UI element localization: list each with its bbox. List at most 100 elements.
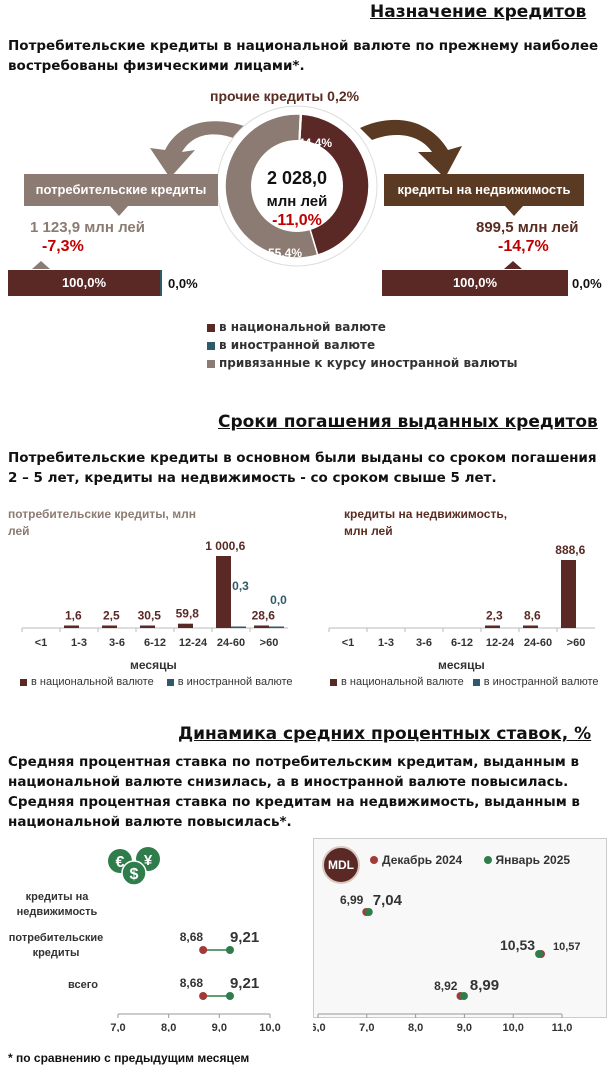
other-credits-label: прочие кредиты 0,2% [210,88,360,104]
mdl-badge: MDL [322,846,360,884]
x-tick-label: <1 [342,637,355,649]
realestate-box-pointer [505,206,523,216]
section3-lead: Средняя процентная ставка по потребитель… [8,754,580,830]
rate-label-dec2024: 8,68 [180,976,204,990]
bar-national [178,623,193,628]
realestate-bar-national: 100,0% [382,270,568,296]
x-tick-label: 12-24 [486,637,515,649]
consumer-bar-national: 100,0% [8,270,160,296]
bar-national [102,625,117,628]
x-tick-label: 6-12 [144,637,166,649]
bar-national-label: 1,6 [65,609,82,623]
legend-item-pegged: привязанные к курсу иностранной валюты [207,354,517,372]
maturity-right-xlabel: месяцы [438,658,485,672]
bar-national-label: 59,8 [176,607,200,621]
donut-hole [251,140,343,232]
consumer-bar-foreign [160,270,162,296]
x-tick-label: >60 [567,637,586,649]
rate-label-dec2024: 8,92 [434,979,458,993]
x-tick-label: 7,0 [110,1022,125,1032]
maturity-chart-left-title: потребительские кредиты, млн лей [8,507,196,538]
x-tick-label: 6,0 [313,1022,326,1032]
rate-label-dec2024: 6,99 [340,893,364,907]
legend-dec-icon [370,856,378,864]
bar-foreign-label: 0,3 [232,579,249,593]
x-tick-label: 12-24 [179,637,208,649]
bar-national [140,625,155,628]
x-tick-label: 9,0 [457,1022,472,1032]
consumer-bar-pointer [32,261,50,269]
rate-dot-jan2025 [225,992,234,1000]
realestate-credits-box: кредиты на недвижимость [384,174,584,206]
currency-icon: € ¥ $ [108,847,160,886]
consumer-change: -7,3% [42,238,84,255]
bar-national-label: 2,5 [103,609,120,623]
consumer-credits-box: потребительские кредиты [24,174,218,206]
donut-slice-realestate-label: 44,4% [298,136,333,150]
x-tick-label: <1 [35,637,48,649]
rate-label-jan2025: 9,21 [230,975,259,992]
realestate-bar-pointer [504,261,522,269]
x-tick-label: 8,0 [161,1022,176,1032]
rates-chart-foreign: 7,0 8,0 9,0 10,0 8,68 9,21 8,68 9,21 [110,929,280,1032]
bar-national [485,625,500,628]
rate-label-dec2024: 10,57 [553,941,581,953]
bar-foreign [269,626,284,628]
maturity-chart-right-title: кредиты на недвижимость, млн лей [344,507,508,538]
x-tick-label: 8,0 [408,1022,423,1032]
maturity-left-xlabel: месяцы [130,658,177,672]
consumer-amount: 1 123,9 млн лей [30,219,145,236]
donut-slice-consumer-label: 55,4% [268,246,303,260]
x-tick-label: 9,0 [212,1022,227,1032]
rates-legend: Декабрь 2024 Январь 2025 [370,853,570,867]
consumer-bar-foreign-label: 0,0% [168,276,198,291]
rate-dot-jan2025 [459,992,468,1000]
x-tick-label: 10,0 [502,1022,523,1032]
rates-mdl-panel [313,838,607,1018]
realestate-bar-foreign-label: 0,0% [572,276,602,291]
x-tick-label: 1-3 [378,637,394,649]
bar-national [64,625,79,628]
rate-dot-jan2025 [535,950,544,958]
x-tick-label: 11,0 [552,1022,573,1032]
maturity-chart-right: <1 1-3 3-6 6-12 12-24 2,3 24-60 8,6 >60 888,6 [328,543,595,649]
rate-row-label-consumer: потребительские кредиты [8,932,104,959]
bar-national-label: 28,6 [252,609,276,623]
purpose-graphic [150,105,462,267]
realestate-change: -14,7% [498,238,549,255]
arrow-right-icon [360,119,462,178]
x-tick-label: 7,0 [359,1022,374,1032]
consumer-box-pointer [110,206,128,216]
bar-foreign [231,626,246,628]
maturity-right-legend: в национальной валюте в иностранной валю… [330,676,599,688]
rates-chart-mdl: 6,0 7,0 8,0 9,0 10,0 11,0 6,99 7,04 10,57 10,53 8,… [313,892,581,1032]
section2-title: Сроки погашения выданных кредитов [218,412,598,432]
svg-text:$: $ [130,866,139,883]
x-tick-label: 3-6 [416,637,432,649]
donut-unit: млн лей [266,193,328,210]
rate-row-label-realestate: кредиты на недвижимость [16,891,98,918]
donut-total: 2 028,0 [266,168,328,188]
bar-national-label: 888,6 [555,543,585,557]
realestate-amount: 899,5 млн лей [476,219,579,236]
bar-national-label: 30,5 [138,609,162,623]
x-tick-label: 1-3 [71,637,87,649]
rate-label-jan2025: 8,99 [470,977,499,994]
bar-national-label: 2,3 [486,609,503,623]
rate-label-jan2025: 9,21 [230,929,259,946]
rate-row-label-total: всего [68,979,98,991]
legend-item-national: в национальной валюте [207,318,517,336]
legend-item-foreign: в иностранной валюте [207,336,517,354]
x-tick-label: >60 [260,637,279,649]
maturity-chart-left: <1 1-3 1,6 3-6 2,5 6-12 30,5 12-24 59,8 24-60 1 00… [21,539,288,649]
section2-lead: Потребительские кредиты в основном были … [8,450,597,486]
x-tick-label: 6-12 [451,637,473,649]
bar-national [523,625,538,628]
donut-change: -11,0% [272,212,322,229]
bar-national [254,625,269,628]
rate-label-dec2024: 8,68 [180,930,204,944]
rate-label-jan2025: 10,53 [500,937,535,953]
x-tick-label: 10,0 [259,1022,280,1032]
svg-text:¥: ¥ [144,852,153,869]
svg-text:€: € [116,854,125,871]
